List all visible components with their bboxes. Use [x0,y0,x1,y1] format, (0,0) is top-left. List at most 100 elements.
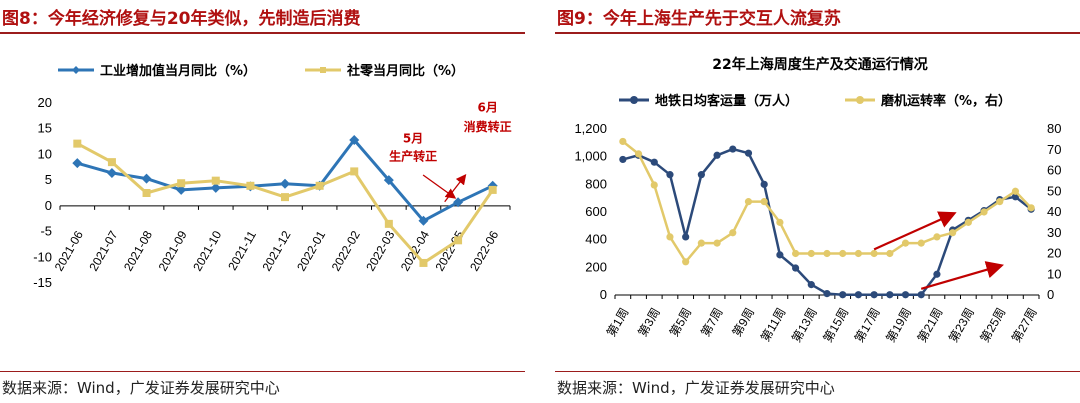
annotation-arrow [422,174,457,199]
x-tick-label: 2022-01 [294,228,328,273]
legend-label: 地铁日均客运量（万人） [655,93,798,109]
data-point [996,198,1004,206]
data-point [823,290,831,298]
legend-label: 社零当月同比（%） [346,63,464,79]
annotation-month: 6月 [478,101,498,115]
data-point [713,239,721,247]
x-tick-label: 2022-03 [363,228,397,273]
data-point [281,193,289,202]
data-point [854,249,863,258]
y-right-tick-label: 0 [1047,287,1054,302]
data-point [634,150,643,158]
data-point [650,158,658,166]
y-left-tick-label: 200 [585,259,607,274]
data-point [886,291,894,299]
y-tick-label: 0 [45,198,52,213]
data-point [760,198,768,206]
x-tick-label: 2022-02 [329,228,363,273]
y-tick-label: 10 [38,146,52,161]
y-tick-label: 20 [38,95,52,110]
legend-label: 工业增加值当月同比（%） [100,63,256,79]
data-point [980,208,988,216]
data-point [917,291,925,299]
data-point [454,236,463,245]
y-tick-label: 5 [45,172,52,187]
figure-8-panel: 图8：今年经济修复与20年类似，先制造后消费 工业增加值当月同比（%） 社零当月同… [0,0,525,403]
figure-8-source: 数据来源：Wind，广发证券发展研究中心 [2,379,280,397]
y-tick-label: 15 [38,121,52,136]
data-point [210,182,221,193]
data-point [682,258,690,266]
data-point [72,158,83,169]
x-tick-label: 第21周 [915,306,946,345]
annotation-arrow [444,173,467,203]
data-point [315,181,324,190]
y-right-tick-label: 20 [1047,246,1061,261]
data-point [1011,187,1020,195]
x-tick-label: 第19周 [883,306,914,345]
y-tick-label: -15 [33,275,52,290]
data-point [839,249,847,258]
data-point [870,249,878,258]
x-tick-label: 第1周 [604,306,631,340]
figure-9-source: 数据来源：Wind，广发证券发展研究中心 [557,379,835,397]
data-point [106,167,117,178]
data-point [964,218,972,226]
legend-marker [72,66,80,74]
data-point [211,176,220,185]
data-point [697,239,705,247]
x-tick-label: 第27周 [1009,306,1040,345]
data-point [350,167,359,176]
figure-8-title: 图8：今年经济修复与20年类似，先制造后消费 [2,9,361,29]
data-point [453,197,464,208]
x-tick-label: 第11周 [758,306,788,345]
data-point [713,151,721,159]
data-point [107,158,116,167]
data-point [141,173,152,184]
x-tick-label: 2021-08 [121,228,155,273]
data-point [901,291,910,299]
data-point [619,155,627,164]
data-point [807,281,815,289]
x-tick-label: 第5周 [667,306,694,340]
data-point [176,184,187,195]
figure-8-chart: 工业增加值当月同比（%） 社零当月同比（%）20151050-5-10-15202… [33,63,512,290]
x-tick-label: 第13周 [789,306,820,345]
x-tick-label: 第15周 [820,306,851,345]
x-tick-label: 第25周 [978,306,1009,345]
data-point [418,215,429,226]
data-point [744,198,753,206]
data-point [839,291,847,299]
annotation-label: 消费转正 [464,119,512,134]
legend-marker [630,96,638,104]
legend-label: 磨机运转率（%，右） [881,93,1011,109]
data-point [280,178,290,189]
data-point [682,233,690,241]
y-right-tick-label: 80 [1047,121,1061,136]
x-tick-label: 2022-06 [467,228,501,273]
data-point [650,181,658,189]
y-right-tick-label: 10 [1047,266,1061,281]
figure-9-title: 图9：今年上海生产先于交互人流复苏 [557,9,841,29]
x-tick-label: 2021-07 [86,228,120,273]
y-right-tick-label: 40 [1047,204,1061,219]
data-point [807,249,815,258]
data-point [246,181,255,190]
data-point [870,291,878,299]
x-tick-label: 2021-06 [52,228,86,273]
x-tick-label: 2021-09 [156,228,190,273]
y-left-tick-label: 1,000 [574,149,607,164]
data-point [142,189,151,197]
trend-arrow-metro [920,261,1004,290]
annotation-label: 生产转正 [389,149,437,164]
data-point [886,249,894,258]
y-left-tick-label: 0 [600,287,607,302]
series-line [622,140,1033,264]
x-tick-label: 2021-11 [225,228,259,273]
data-point [488,185,497,194]
data-point [349,135,360,146]
data-point [760,180,768,188]
data-point [854,291,863,299]
legend-marker [856,96,864,104]
